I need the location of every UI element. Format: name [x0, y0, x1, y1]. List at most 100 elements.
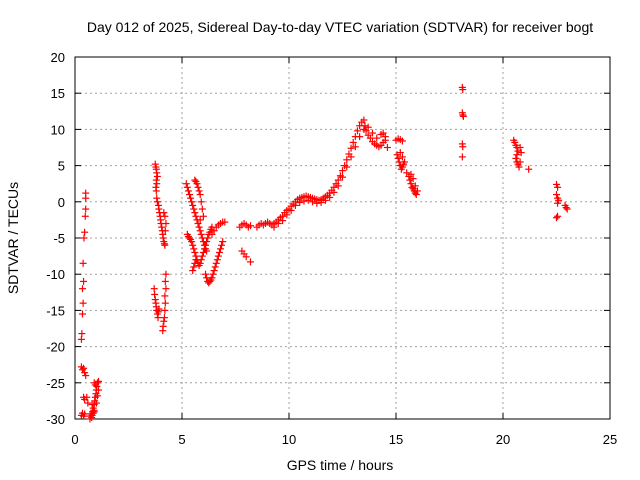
y-tick-label: -30 — [46, 412, 65, 427]
data-point — [199, 212, 207, 220]
data-point — [210, 227, 218, 235]
data-point — [198, 252, 206, 260]
data-point — [91, 381, 99, 389]
data-point — [377, 130, 385, 138]
data-point — [554, 183, 562, 191]
data-point — [155, 305, 163, 313]
y-tick-label: 15 — [51, 86, 65, 101]
data-point — [396, 149, 404, 157]
data-point — [215, 248, 223, 256]
data-point — [204, 234, 212, 242]
data-point — [194, 220, 202, 228]
data-point — [191, 176, 199, 184]
data-point — [398, 153, 406, 161]
data-point — [153, 194, 161, 202]
data-point — [160, 240, 168, 248]
data-point — [381, 133, 389, 141]
data-point — [221, 218, 229, 226]
data-point — [88, 401, 96, 409]
data-point — [83, 393, 91, 401]
data-point — [153, 198, 161, 206]
data-point — [242, 253, 250, 261]
data-point — [161, 227, 169, 235]
data-point — [196, 191, 204, 199]
data-point — [219, 238, 227, 246]
x-tick-label: 25 — [603, 432, 617, 447]
data-point — [82, 205, 90, 213]
data-point — [187, 194, 195, 202]
data-point — [516, 158, 524, 166]
gridlines — [75, 57, 610, 419]
data-point — [200, 245, 208, 253]
data-point — [270, 223, 278, 231]
data-point — [189, 267, 197, 275]
data-point — [78, 330, 86, 338]
data-point — [360, 125, 368, 133]
data-point — [197, 230, 205, 238]
data-point — [159, 322, 167, 330]
data-point — [351, 143, 359, 151]
data-point — [190, 245, 198, 253]
data-point — [210, 267, 218, 275]
x-tick-label: 0 — [71, 432, 78, 447]
data-point — [554, 212, 562, 220]
x-tick-label: 5 — [178, 432, 185, 447]
data-point — [398, 137, 406, 145]
x-tick-label: 10 — [282, 432, 296, 447]
data-point — [458, 153, 466, 161]
data-point — [80, 364, 88, 372]
data-point — [512, 154, 520, 162]
data-point — [151, 296, 159, 304]
x-tick-labels: 0 5 10 15 20 25 — [71, 432, 617, 447]
data-point — [185, 234, 193, 242]
data-point — [78, 310, 86, 318]
data-point — [364, 123, 372, 131]
data-point — [202, 270, 210, 278]
data-point — [459, 111, 467, 119]
data-point — [356, 133, 364, 141]
x-axis-label: GPS time / hours — [287, 457, 394, 473]
data-point — [162, 220, 170, 228]
data-point — [209, 270, 217, 278]
data-point — [188, 238, 196, 246]
data-point — [554, 199, 562, 207]
data-point — [459, 86, 467, 94]
data-point — [317, 199, 325, 207]
data-point — [194, 183, 202, 191]
data-point — [79, 259, 87, 267]
data-point — [403, 169, 411, 177]
data-point — [334, 182, 342, 190]
data-point — [300, 197, 308, 205]
data-point — [459, 112, 467, 120]
data-point — [562, 204, 570, 212]
data-point — [339, 173, 346, 181]
data-point — [412, 191, 420, 199]
data-point — [162, 270, 170, 278]
data-point — [525, 165, 533, 173]
data-point — [199, 248, 207, 256]
data-point — [90, 408, 98, 416]
data-point — [326, 193, 334, 201]
data-point — [202, 241, 210, 249]
chart-title: Day 012 of 2025, Sidereal Day-to-day VTE… — [87, 19, 593, 35]
data-point — [95, 377, 103, 385]
data-point — [343, 163, 351, 171]
data-point — [360, 116, 368, 124]
data-point — [81, 410, 89, 418]
y-tick-label: -15 — [46, 303, 65, 318]
data-point — [217, 245, 225, 253]
data-point — [95, 386, 103, 394]
data-point — [152, 187, 160, 195]
data-point — [183, 183, 191, 191]
y-tick-label: -10 — [46, 267, 65, 282]
x-tick-label: 15 — [389, 432, 403, 447]
y-tick-labels: -30 -25 -20 -15 -10 -5 0 5 10 15 20 — [46, 50, 65, 427]
data-point — [517, 149, 525, 157]
data-point — [515, 163, 523, 171]
data-point — [79, 299, 87, 307]
data-point — [304, 196, 312, 204]
data-point — [208, 274, 216, 282]
data-point — [82, 372, 90, 380]
data-point — [78, 285, 86, 293]
